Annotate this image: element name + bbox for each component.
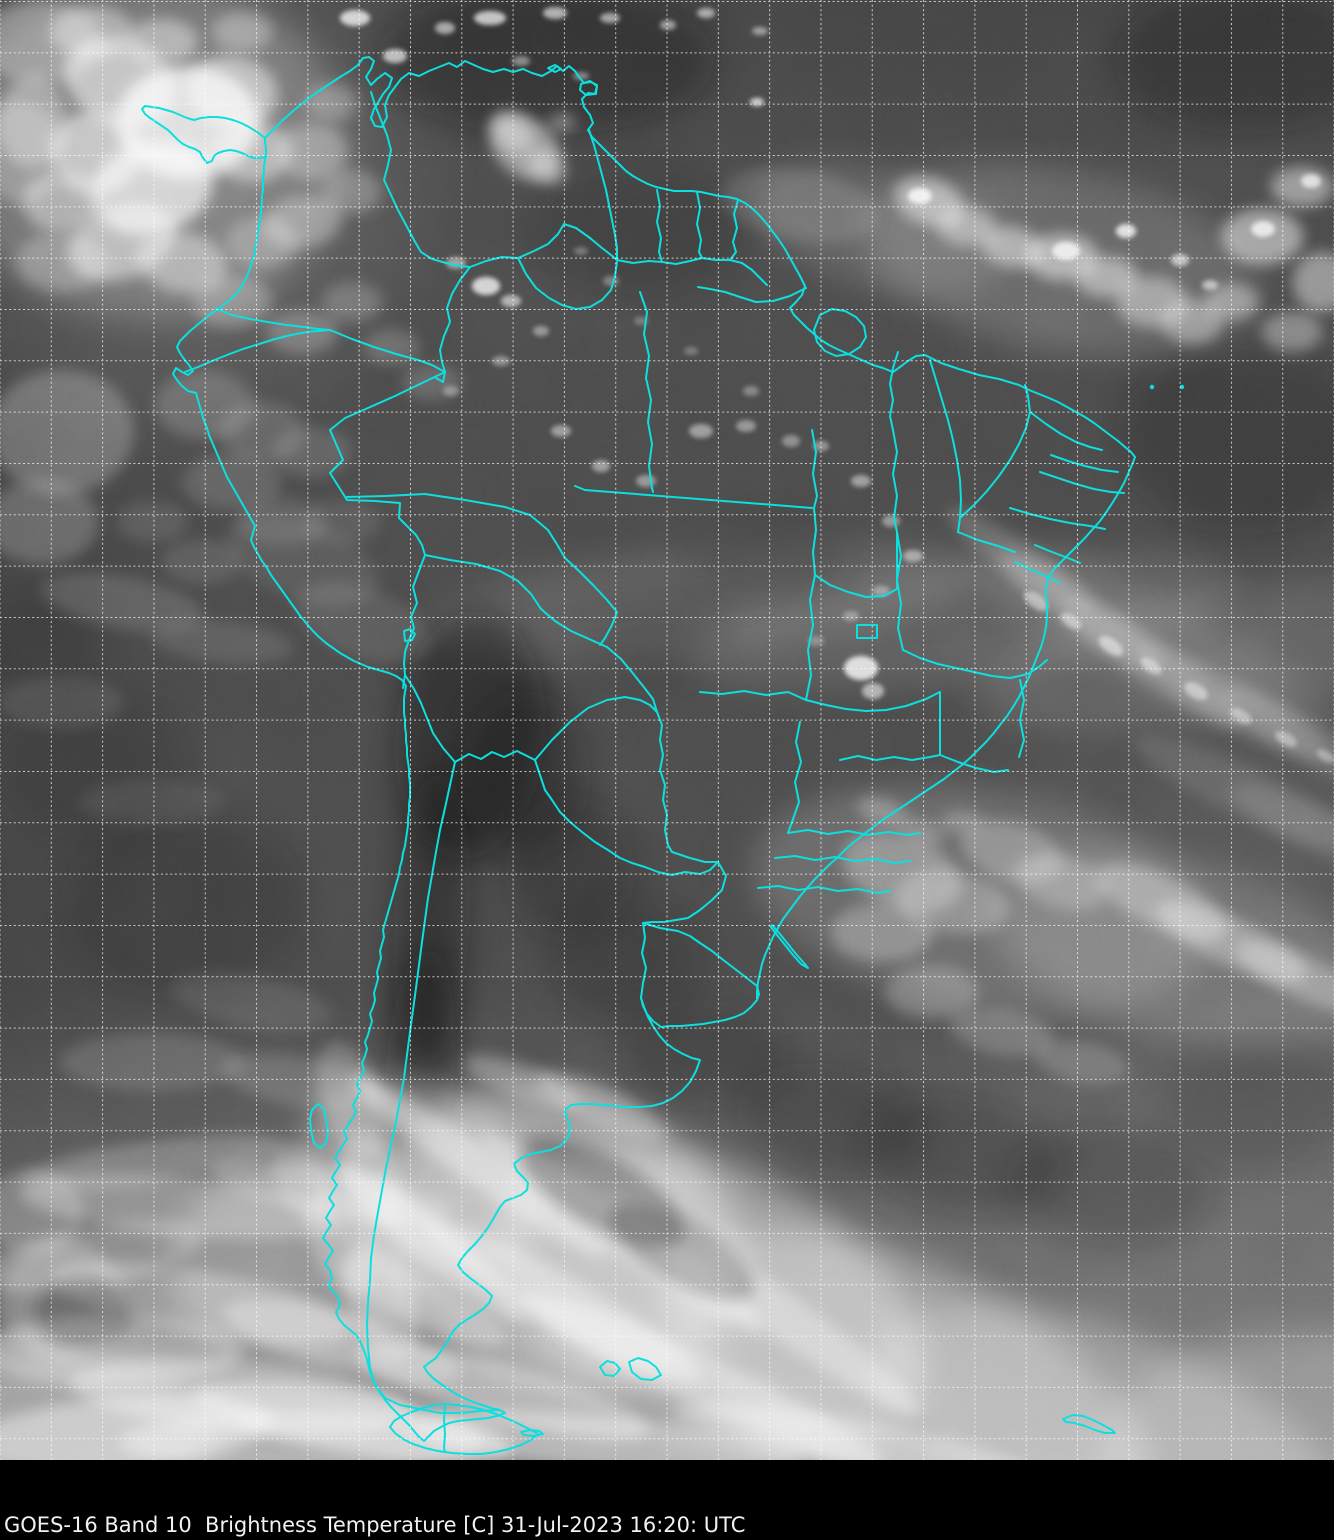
grain-texture-fine	[0, 0, 1334, 1460]
caption-text: GOES-16 Band 10 Brightness Temperature […	[4, 1513, 746, 1537]
satellite-svg	[0, 0, 1334, 1460]
latlon-grid	[0, 0, 1334, 1460]
caption-bar: GOES-16 Band 10 Brightness Temperature […	[0, 1460, 1334, 1540]
map-borders	[141, 56, 1185, 1455]
satellite-image	[0, 0, 1334, 1460]
